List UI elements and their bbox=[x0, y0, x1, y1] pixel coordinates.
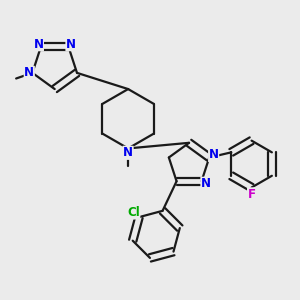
Text: Cl: Cl bbox=[127, 206, 140, 219]
Text: N: N bbox=[24, 66, 34, 80]
Text: N: N bbox=[208, 148, 219, 161]
Text: N: N bbox=[33, 38, 43, 51]
Text: N: N bbox=[66, 38, 76, 51]
Text: F: F bbox=[248, 188, 256, 201]
Text: N: N bbox=[201, 177, 211, 190]
Text: N: N bbox=[123, 146, 133, 159]
